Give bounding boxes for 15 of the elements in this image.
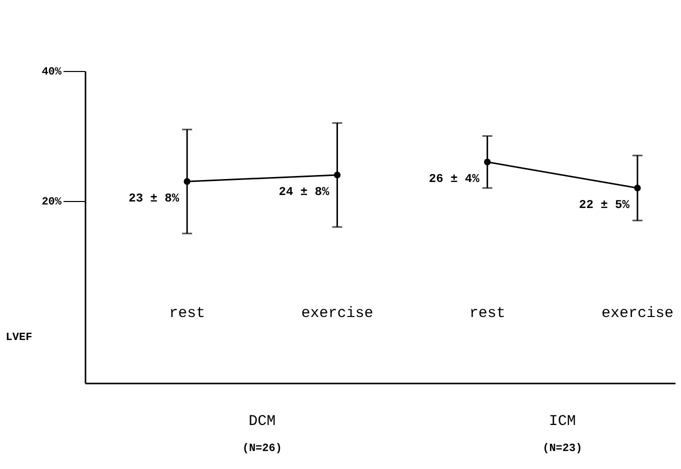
y-tick-label: 40% (42, 66, 62, 78)
x-tick-label: rest (169, 305, 206, 322)
data-label: 22 ± 5% (579, 198, 630, 212)
text: (N=23) (542, 443, 582, 455)
x-tick-label: exercise (601, 305, 674, 322)
text: (N=26) (242, 443, 282, 455)
data-label: 24 ± 8% (278, 185, 330, 199)
data-label: 26 ± 4% (428, 172, 480, 186)
data-label: 23 ± 8% (128, 192, 180, 206)
x-tick-label: exercise (301, 305, 374, 322)
y-axis-title: LVEF (6, 332, 32, 344)
text: ICM (548, 413, 576, 430)
x-tick-label: rest (469, 305, 506, 322)
text: DCM (248, 413, 276, 430)
y-tick-label: 20% (42, 196, 62, 208)
